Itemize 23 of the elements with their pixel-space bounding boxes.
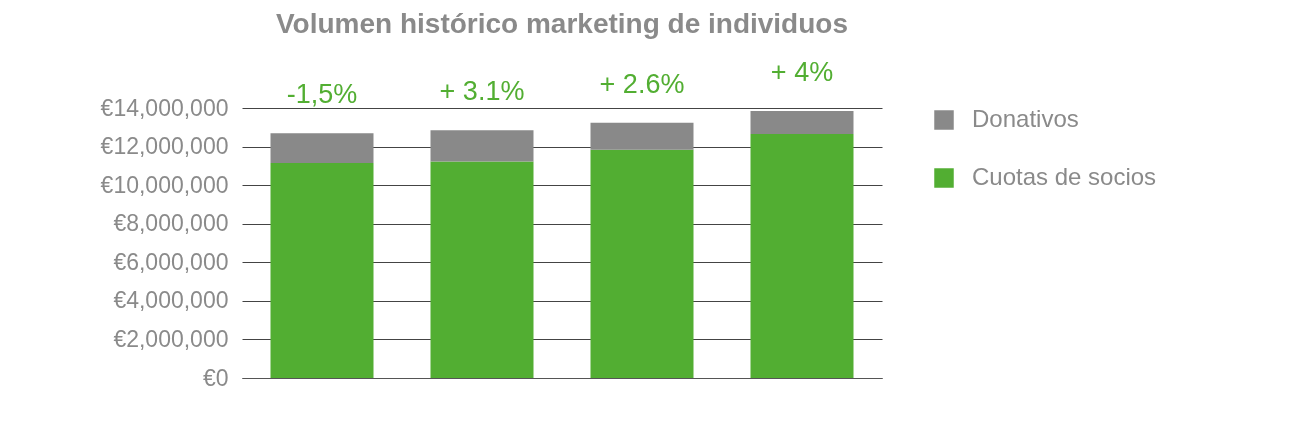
text: + 4%: [770, 56, 834, 87]
bar: [430, 130, 534, 162]
y-tick-label: €14,000,000: [100, 94, 229, 121]
annotation: -1,5%: [286, 79, 358, 110]
bar: [590, 149, 694, 378]
y-tick-label: €4,000,000: [113, 287, 229, 314]
legend-label: Donativos: [972, 105, 1079, 132]
bar: [270, 133, 374, 163]
chart-title: Volumen histórico marketing de individuos: [275, 7, 849, 39]
y-tick-label: €2,000,000: [113, 325, 229, 352]
y-tick-label: €10,000,000: [100, 171, 229, 198]
bar: [750, 110, 854, 135]
text: + 2.6%: [599, 68, 685, 99]
y-tick-label: €6,000,000: [113, 248, 229, 275]
y-tick-label: €8,000,000: [113, 210, 229, 237]
bar: [590, 122, 694, 150]
text: + 3.1%: [439, 76, 525, 107]
legend-label: Cuotas de socios: [972, 163, 1157, 190]
y-tick-label: €12,000,000: [100, 133, 229, 160]
bar: [430, 161, 534, 378]
y-tick-label: €0: [202, 364, 229, 391]
bar: [750, 134, 854, 378]
bar: [270, 162, 374, 378]
